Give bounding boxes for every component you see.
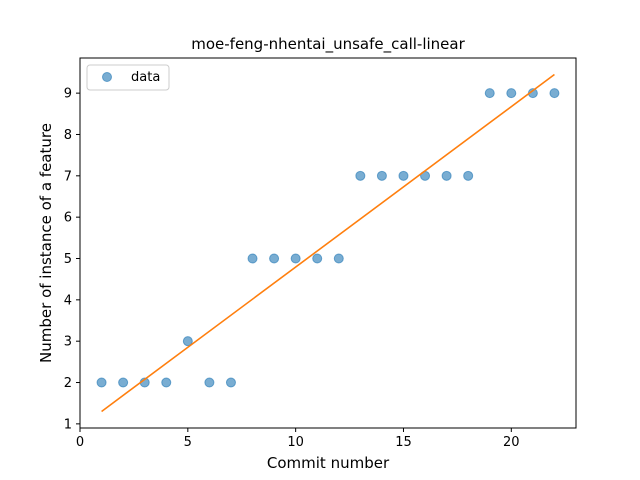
y-tick-label: 9 (64, 87, 72, 102)
data-point (355, 170, 366, 181)
y-axis: 1 2 3 4 5 6 7 8 9 (64, 87, 80, 432)
data-point (376, 170, 387, 181)
data-point (225, 377, 236, 388)
x-tick-label: 15 (395, 435, 412, 450)
y-tick-label: 2 (64, 376, 72, 391)
x-tick-label: 20 (503, 435, 520, 450)
x-axis: 0 5 10 15 20 (76, 428, 520, 450)
data-point (441, 170, 452, 181)
y-tick-label: 5 (64, 252, 72, 267)
data-point (247, 253, 258, 264)
data-point (290, 253, 301, 264)
data-point (463, 170, 474, 181)
y-tick-label: 4 (64, 293, 72, 308)
y-tick-label: 1 (64, 417, 72, 432)
data-point (118, 377, 129, 388)
plot-frame (79, 57, 577, 429)
data-point (204, 377, 215, 388)
data-point (398, 170, 409, 181)
legend-marker (102, 72, 112, 82)
data-point (312, 253, 323, 264)
y-tick-label: 8 (64, 128, 72, 143)
data-point (269, 253, 280, 264)
legend: data (86, 64, 170, 91)
plot-area (96, 73, 560, 413)
data-point (96, 377, 107, 388)
y-tick-label: 6 (64, 211, 72, 226)
y-tick-label: 3 (64, 335, 72, 350)
x-axis-label: Commit number (267, 454, 390, 472)
data-point (506, 88, 517, 99)
data-point (182, 336, 193, 347)
data-point (161, 377, 172, 388)
x-tick-label: 10 (287, 435, 304, 450)
y-tick-label: 7 (64, 169, 72, 184)
legend-box (86, 64, 170, 91)
x-tick-label: 0 (76, 435, 84, 450)
y-axis-label: Number of instance of a feature (37, 123, 55, 363)
data-point (549, 88, 560, 99)
fit-line (101, 73, 555, 413)
legend-label-data: data (131, 70, 160, 85)
chart-title: moe-feng-nhentai_unsafe_call-linear (191, 35, 465, 54)
x-tick-label: 5 (184, 435, 192, 450)
data-point (484, 88, 495, 99)
data-point (333, 253, 344, 264)
